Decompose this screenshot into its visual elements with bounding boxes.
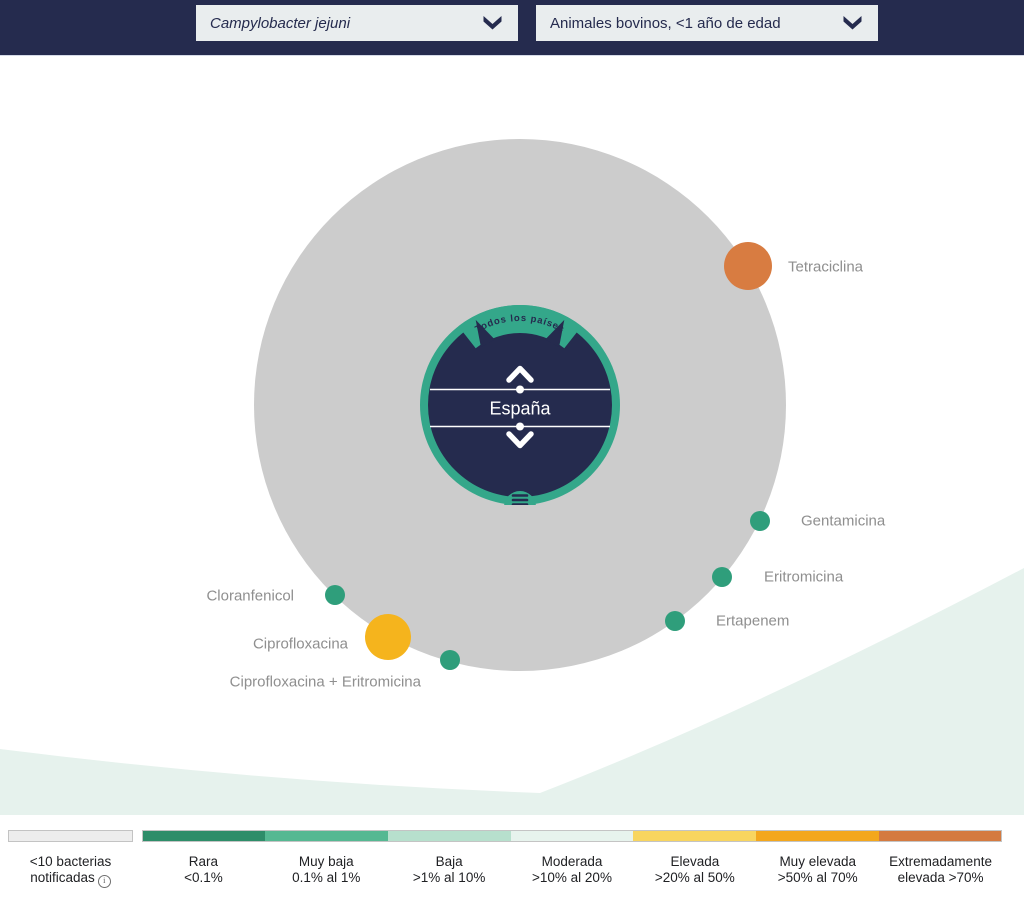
legend-label-line1: <10 bacterias [29, 854, 112, 869]
banner-notch-left [475, 319, 495, 347]
antibiotic-dot-ertapenem[interactable] [665, 611, 685, 631]
legend-swatch-2 [264, 830, 388, 842]
bacteria-dropdown[interactable]: Campylobacter jejuni [196, 5, 518, 41]
legend-label-text: >10% al 20% [532, 870, 612, 885]
chevron-down-icon [483, 16, 502, 30]
legend-label-text: >20% al 50% [654, 870, 735, 885]
scroll-down-icon[interactable] [506, 431, 534, 449]
legend: <10 bacterias notificadas i Rara <0.1% Muy ba… [8, 830, 1002, 888]
legend-gap [133, 830, 142, 842]
antibiotic-label-gentamicina: Gentamicina [801, 512, 886, 530]
bacteria-dropdown-value: Campylobacter jejuni [210, 14, 351, 32]
banner-notch-right [545, 319, 565, 347]
legend-label-text: >50% al 70% [777, 870, 858, 885]
legend-label-6: Muy elevada >50% al 70% [756, 854, 879, 888]
population-dropdown[interactable]: Animales bovinos, <1 año de edad [536, 5, 878, 41]
legend-label-line2: elevada >70% [879, 870, 1002, 886]
legend-label-2: Muy baja 0.1% al 1% [265, 854, 388, 888]
legend-label-1: Rara <0.1% [142, 854, 265, 888]
legend-section: <10 bacterias notificadas i Rara <0.1% Muy ba… [0, 815, 1024, 911]
legend-label-line2: 0.1% al 1% [265, 870, 388, 886]
legend-swatch-6 [756, 830, 880, 842]
legend-label-line2: >10% al 20% [511, 870, 634, 886]
legend-label-line2: notificadas i [8, 870, 133, 888]
legend-label-5: Elevada >20% al 50% [633, 854, 756, 888]
antibiotic-label-tetraciclina: Tetraciclina [788, 258, 864, 276]
legend-label-7: Extremadamente elevada >70% [879, 854, 1002, 888]
legend-swatch-3 [387, 830, 511, 842]
legend-label-text: notificadas [30, 870, 95, 885]
antibiotic-dot-tetraciclina[interactable] [724, 242, 772, 290]
legend-label-line1: Moderada [541, 854, 603, 869]
legend-label-line2: >1% al 10% [388, 870, 511, 886]
background-wave [0, 568, 1024, 815]
legend-label-line1: Muy baja [298, 854, 354, 869]
legend-label-0: <10 bacterias notificadas i [8, 854, 133, 888]
antibiotic-dot-ciprofloxacina-eritromicina[interactable] [440, 650, 460, 670]
legend-label-text: elevada >70% [897, 870, 984, 885]
legend-label-line1: Rara [188, 854, 219, 869]
legend-label-line1: Muy elevada [779, 854, 856, 869]
antibiotic-dot-ciprofloxacina[interactable] [365, 614, 411, 660]
antibiotic-dot-gentamicina[interactable] [750, 511, 770, 531]
legend-swatch-4 [510, 830, 634, 842]
legend-label-text: <0.1% [184, 870, 223, 885]
legend-swatch-1 [142, 830, 265, 842]
hub-body [428, 313, 612, 497]
legend-label-line2: <0.1% [142, 870, 265, 886]
legend-gap [133, 842, 142, 888]
antibiotic-label-ertapenem: Ertapenem [716, 612, 790, 630]
selected-country-label[interactable]: España [489, 399, 551, 419]
legend-label-4: Moderada >10% al 20% [511, 854, 634, 888]
header-bar: Campylobacter jejuni Animales bovinos, <… [0, 0, 1024, 56]
selector-dot-bottom [516, 422, 524, 431]
antibiotic-label-cloranfenicol: Cloranfenicol [206, 587, 294, 605]
antibiotic-dot-cloranfenicol[interactable] [325, 585, 345, 605]
menu-icon[interactable] [511, 494, 529, 505]
legend-label-line2: >50% al 70% [756, 870, 879, 886]
legend-label-text: 0.1% al 1% [292, 870, 361, 885]
antibiotic-dot-eritromicina[interactable] [712, 567, 732, 587]
legend-label-line1: Baja [435, 854, 463, 869]
legend-label-line1: Extremadamente [889, 854, 992, 869]
scroll-up-icon[interactable] [506, 365, 534, 383]
country-selector-hub: Todos los países España [420, 305, 620, 505]
selector-dot-top [516, 385, 524, 394]
resistance-chart: Tetraciclina Gentamicina Eritromicina Ertap… [0, 56, 1024, 815]
info-icon[interactable]: i [97, 874, 111, 888]
legend-swatch-7 [879, 830, 1002, 842]
legend-swatch-5 [633, 830, 757, 842]
antibiotic-label-ciprofloxacina: Ciprofloxacina [252, 635, 348, 653]
legend-label-3: Baja >1% al 10% [388, 854, 511, 888]
legend-swatch-0 [8, 830, 133, 842]
legend-label-line2: >20% al 50% [633, 870, 756, 886]
hub-menu-bump[interactable] [504, 491, 536, 505]
population-dropdown-value: Animales bovinos, <1 año de edad [550, 14, 781, 32]
antibiotic-label-eritromicina: Eritromicina [764, 568, 844, 586]
chevron-down-icon [843, 16, 862, 30]
legend-label-line1: Elevada [670, 854, 720, 869]
antibiotic-label-ciprofloxacina-eritromicina: Ciprofloxacina + Eritromicina [229, 673, 421, 691]
legend-label-text: >1% al 10% [412, 870, 486, 885]
